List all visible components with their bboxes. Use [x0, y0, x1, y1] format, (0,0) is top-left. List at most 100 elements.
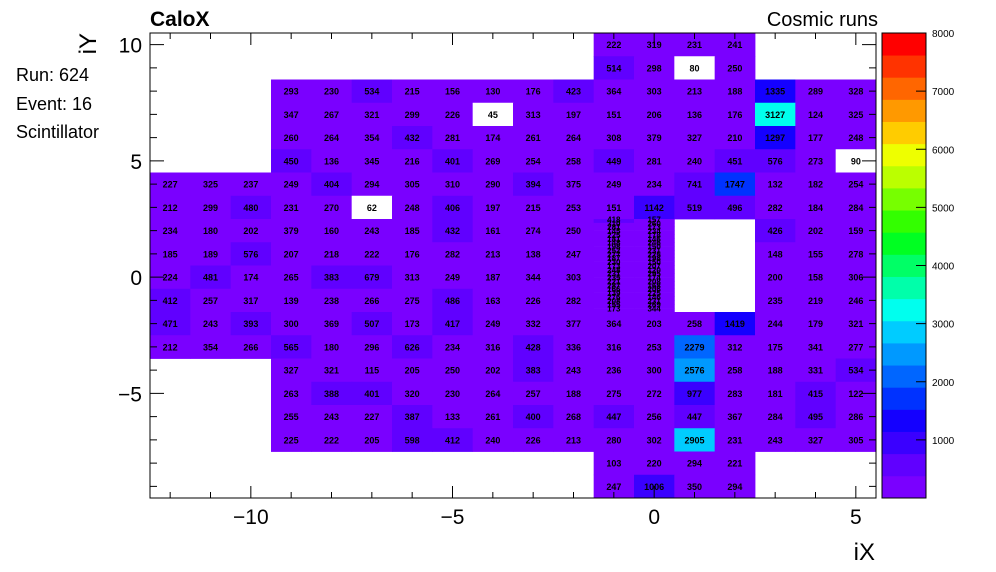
fine-cell-value-label: 221	[607, 277, 621, 286]
heatmap-cell	[835, 79, 877, 104]
fine-cell	[634, 296, 675, 301]
cell-value-label: 184	[808, 203, 823, 213]
cell-value-label: 282	[768, 203, 783, 213]
cell-value-label: 977	[687, 389, 702, 399]
cell-value-label: 300	[647, 366, 662, 376]
cell-value-label: 197	[485, 203, 500, 213]
cell-value-label: 364	[606, 319, 621, 329]
heatmap-cell	[351, 102, 393, 127]
cell-value-label: 350	[687, 482, 702, 492]
colorbar-bin	[882, 165, 926, 189]
heatmap-cell	[835, 405, 877, 429]
heatmap-cell	[351, 265, 393, 290]
fine-cell-value-label: 178	[647, 231, 661, 240]
cell-value-label: 377	[566, 319, 581, 329]
heatmap-cell	[553, 405, 595, 429]
heatmap-cell	[351, 358, 393, 383]
heatmap-cell	[150, 312, 191, 336]
cell-value-label: 253	[647, 342, 662, 352]
cell-value-label: 313	[526, 110, 541, 120]
cell-value-label: 226	[526, 296, 541, 306]
heatmap-cell	[513, 149, 554, 173]
heatmap-cell	[432, 381, 474, 406]
cell-value-label: 423	[566, 87, 581, 97]
cell-value-label: 179	[808, 319, 823, 329]
heatmap-cell	[755, 242, 796, 266]
heatmap-cell	[714, 381, 756, 406]
heatmap-cell	[311, 335, 353, 359]
cell-value-label: 417	[445, 319, 460, 329]
heatmap-cell	[835, 195, 877, 220]
cell-value-label: 312	[727, 342, 742, 352]
fine-cell	[634, 288, 675, 293]
cell-value-label: 367	[727, 412, 742, 422]
cell-value-label: 176	[526, 87, 541, 97]
heatmap-cell	[230, 335, 272, 359]
heatmap-cell	[714, 149, 756, 173]
cell-value-label: 136	[687, 110, 702, 120]
heatmap-cell	[714, 358, 756, 383]
heatmap-cell	[432, 242, 474, 266]
heatmap-cell	[472, 335, 514, 359]
cell-value-label: 495	[808, 412, 823, 422]
fine-cell-value-label: 260	[647, 219, 661, 228]
cell-value-label: 1297	[765, 133, 785, 143]
colorbar-tick-label: 1000	[932, 436, 955, 447]
heatmap-cell	[755, 79, 796, 104]
heatmap-cell	[755, 172, 796, 197]
fine-cell-value-label: 287	[607, 281, 621, 290]
cell-value-label: 90	[851, 156, 861, 166]
cell-value-label: 305	[405, 180, 420, 190]
heatmap-cell	[513, 102, 554, 127]
y-tick-label: 5	[130, 151, 142, 174]
colorbar-tick-label: 2000	[932, 378, 955, 389]
cell-value-label: 160	[324, 226, 339, 236]
fine-cell	[593, 292, 635, 297]
heatmap-cell	[795, 79, 837, 104]
colorbar-bin	[882, 210, 926, 233]
cell-value-label: 174	[485, 133, 500, 143]
cell-value-label: 447	[606, 412, 621, 422]
fine-cell	[634, 277, 675, 282]
heatmap-cell	[230, 172, 272, 197]
heatmap-cell	[271, 102, 312, 127]
cell-value-label: 247	[566, 249, 581, 259]
cell-value-label: 45	[488, 110, 498, 120]
heatmap-cell	[835, 126, 877, 150]
fine-cell	[593, 288, 635, 293]
cell-value-label: 274	[526, 226, 541, 236]
heatmap-cell	[795, 126, 837, 150]
cell-value-label: 534	[848, 366, 863, 376]
heatmap-cell	[714, 56, 756, 80]
heatmap-cell	[835, 265, 877, 290]
heatmap-cell	[755, 265, 796, 290]
cell-value-label: 1335	[765, 87, 785, 97]
heatmap-cell	[553, 219, 595, 243]
cell-value-label: 325	[848, 110, 863, 120]
cell-value-label: 180	[324, 342, 339, 352]
cell-value-label: 243	[364, 226, 379, 236]
heatmap-cell	[755, 428, 796, 452]
heatmap-cell	[593, 358, 635, 383]
heatmap-cell	[311, 358, 353, 383]
cell-value-label: 234	[163, 226, 178, 236]
run-type-title: Cosmic runs	[766, 9, 878, 31]
fine-cell	[634, 238, 675, 243]
cell-value-label: 321	[324, 366, 339, 376]
fine-cell	[634, 219, 675, 224]
cell-value-label: 226	[526, 435, 541, 445]
fine-cell-value-label: 146	[647, 235, 661, 244]
cell-value-label: 156	[445, 87, 460, 97]
fine-cell	[593, 234, 635, 239]
cell-value-label: 185	[163, 249, 178, 259]
heatmap-cell	[674, 428, 716, 452]
heatmap-cell	[755, 405, 796, 429]
cell-value-label: 269	[485, 156, 500, 166]
fine-cell	[634, 242, 675, 247]
heatmap-cell	[392, 288, 433, 313]
cell-value-label: 221	[727, 459, 742, 469]
heatmap-cell	[835, 242, 877, 266]
heatmap-cell	[674, 195, 716, 220]
fine-cell-value-label: 198	[607, 243, 621, 252]
cell-value-label: 231	[687, 40, 702, 50]
